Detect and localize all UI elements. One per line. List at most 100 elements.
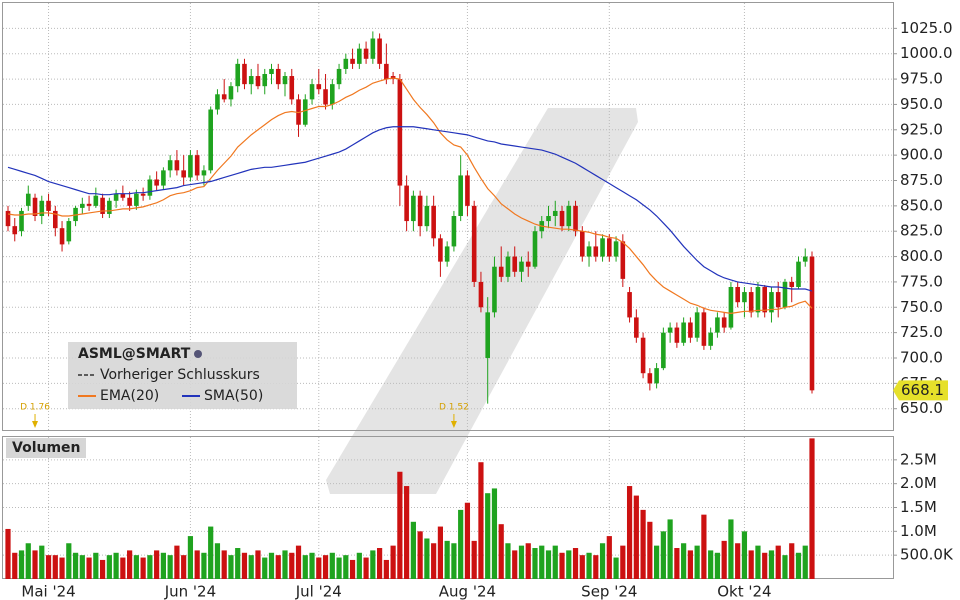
candle-body	[39, 200, 45, 216]
candle-body	[411, 195, 416, 222]
candle-body	[809, 256, 815, 391]
volume-bar	[154, 550, 160, 579]
volume-bar	[687, 550, 693, 579]
candle-body	[154, 179, 159, 186]
volume-bar	[424, 538, 430, 579]
legend-label: EMA(20)	[100, 388, 159, 404]
candle-body	[208, 109, 213, 171]
volume-bar	[647, 521, 653, 579]
candle-body	[194, 155, 200, 176]
candle-body	[242, 63, 247, 85]
volume-bar	[471, 540, 477, 579]
candle-body	[688, 322, 693, 338]
candle-body	[721, 317, 727, 328]
candle-body	[228, 86, 234, 100]
volume-bar	[99, 559, 106, 579]
candle-body	[262, 74, 268, 87]
candle-body	[269, 68, 274, 75]
event-label: D 1.52	[439, 403, 469, 413]
price-panel	[2, 2, 894, 431]
volume-bar	[417, 531, 423, 579]
volume-bar	[444, 540, 450, 579]
volume-bar	[214, 543, 221, 579]
volume-bar	[559, 552, 565, 579]
volume-bar	[59, 557, 65, 579]
candle-body	[735, 286, 740, 303]
candle-body	[647, 373, 653, 384]
last-price-label: 668.1	[901, 381, 944, 399]
volume-bar	[660, 531, 666, 579]
volume-bar	[762, 552, 768, 579]
candle-body	[762, 286, 768, 313]
y-tick-label: 800.0	[900, 247, 943, 265]
volume-bar	[606, 536, 612, 579]
candle-body	[498, 266, 504, 277]
volume-bar	[768, 550, 775, 579]
volume-bar	[701, 514, 707, 579]
volume-bar	[674, 548, 680, 579]
volume-bar	[518, 545, 525, 579]
candle-body	[343, 58, 349, 69]
volume-bar	[654, 545, 660, 579]
candle-body	[120, 193, 126, 198]
volume-bar	[599, 543, 606, 579]
volume-bar	[140, 557, 146, 579]
volume-bar	[572, 548, 579, 579]
candle-body	[12, 226, 18, 235]
volume-bar	[505, 543, 511, 579]
volume-bar	[735, 543, 741, 579]
volume-bar	[795, 552, 802, 579]
y-tick-label: 850.0	[900, 196, 943, 214]
indicator-line	[7, 77, 813, 314]
volume-bar	[79, 555, 85, 579]
y-tick-label: 925.0	[900, 120, 943, 138]
volume-bar	[18, 550, 25, 579]
volume-bar	[120, 557, 126, 579]
y-tick-label: 1000.0	[900, 44, 953, 62]
volume-bar	[45, 555, 52, 579]
volume-bar	[593, 555, 599, 579]
candle-body	[235, 63, 241, 87]
volume-bar	[485, 493, 491, 579]
volume-bar	[376, 548, 383, 579]
volume-bar	[295, 545, 302, 579]
volume-bar	[275, 555, 281, 579]
y-tick-label: 725.0	[900, 323, 943, 341]
candle-body	[201, 170, 207, 176]
candle-body	[248, 76, 254, 85]
volume-bar	[316, 557, 322, 579]
volume-bar	[133, 555, 139, 579]
candle-body	[431, 205, 436, 239]
volume-bar	[714, 552, 721, 579]
candle-body	[107, 200, 112, 214]
candle-body	[769, 292, 774, 313]
volume-tick-label: 1.5M	[900, 498, 937, 516]
volume-bar	[32, 550, 38, 579]
candle-body	[579, 231, 585, 257]
volume-bar	[633, 495, 639, 579]
y-tick-label: 825.0	[900, 222, 943, 240]
candle-body	[5, 210, 11, 227]
candle-body	[417, 195, 423, 227]
candle-body	[640, 337, 646, 374]
x-tick-label: Aug '24	[439, 583, 496, 600]
candle-body	[627, 292, 632, 318]
candle-body	[694, 312, 700, 338]
volume-bar	[579, 555, 585, 579]
volume-bar	[208, 526, 214, 579]
candle-body	[613, 241, 619, 257]
candle-body	[444, 246, 450, 262]
volume-bar	[464, 502, 471, 579]
candle-body	[559, 210, 565, 227]
volume-bar	[268, 552, 275, 579]
volume-bar	[302, 555, 308, 579]
candle-body	[458, 175, 463, 216]
volume-bar	[566, 550, 572, 579]
volume-bar	[5, 528, 11, 579]
volume-bar	[545, 550, 552, 579]
candle-body	[397, 79, 403, 186]
candle-body	[681, 322, 686, 343]
volume-bar	[491, 488, 498, 579]
candle-body	[32, 197, 38, 216]
candle-body	[708, 332, 713, 346]
